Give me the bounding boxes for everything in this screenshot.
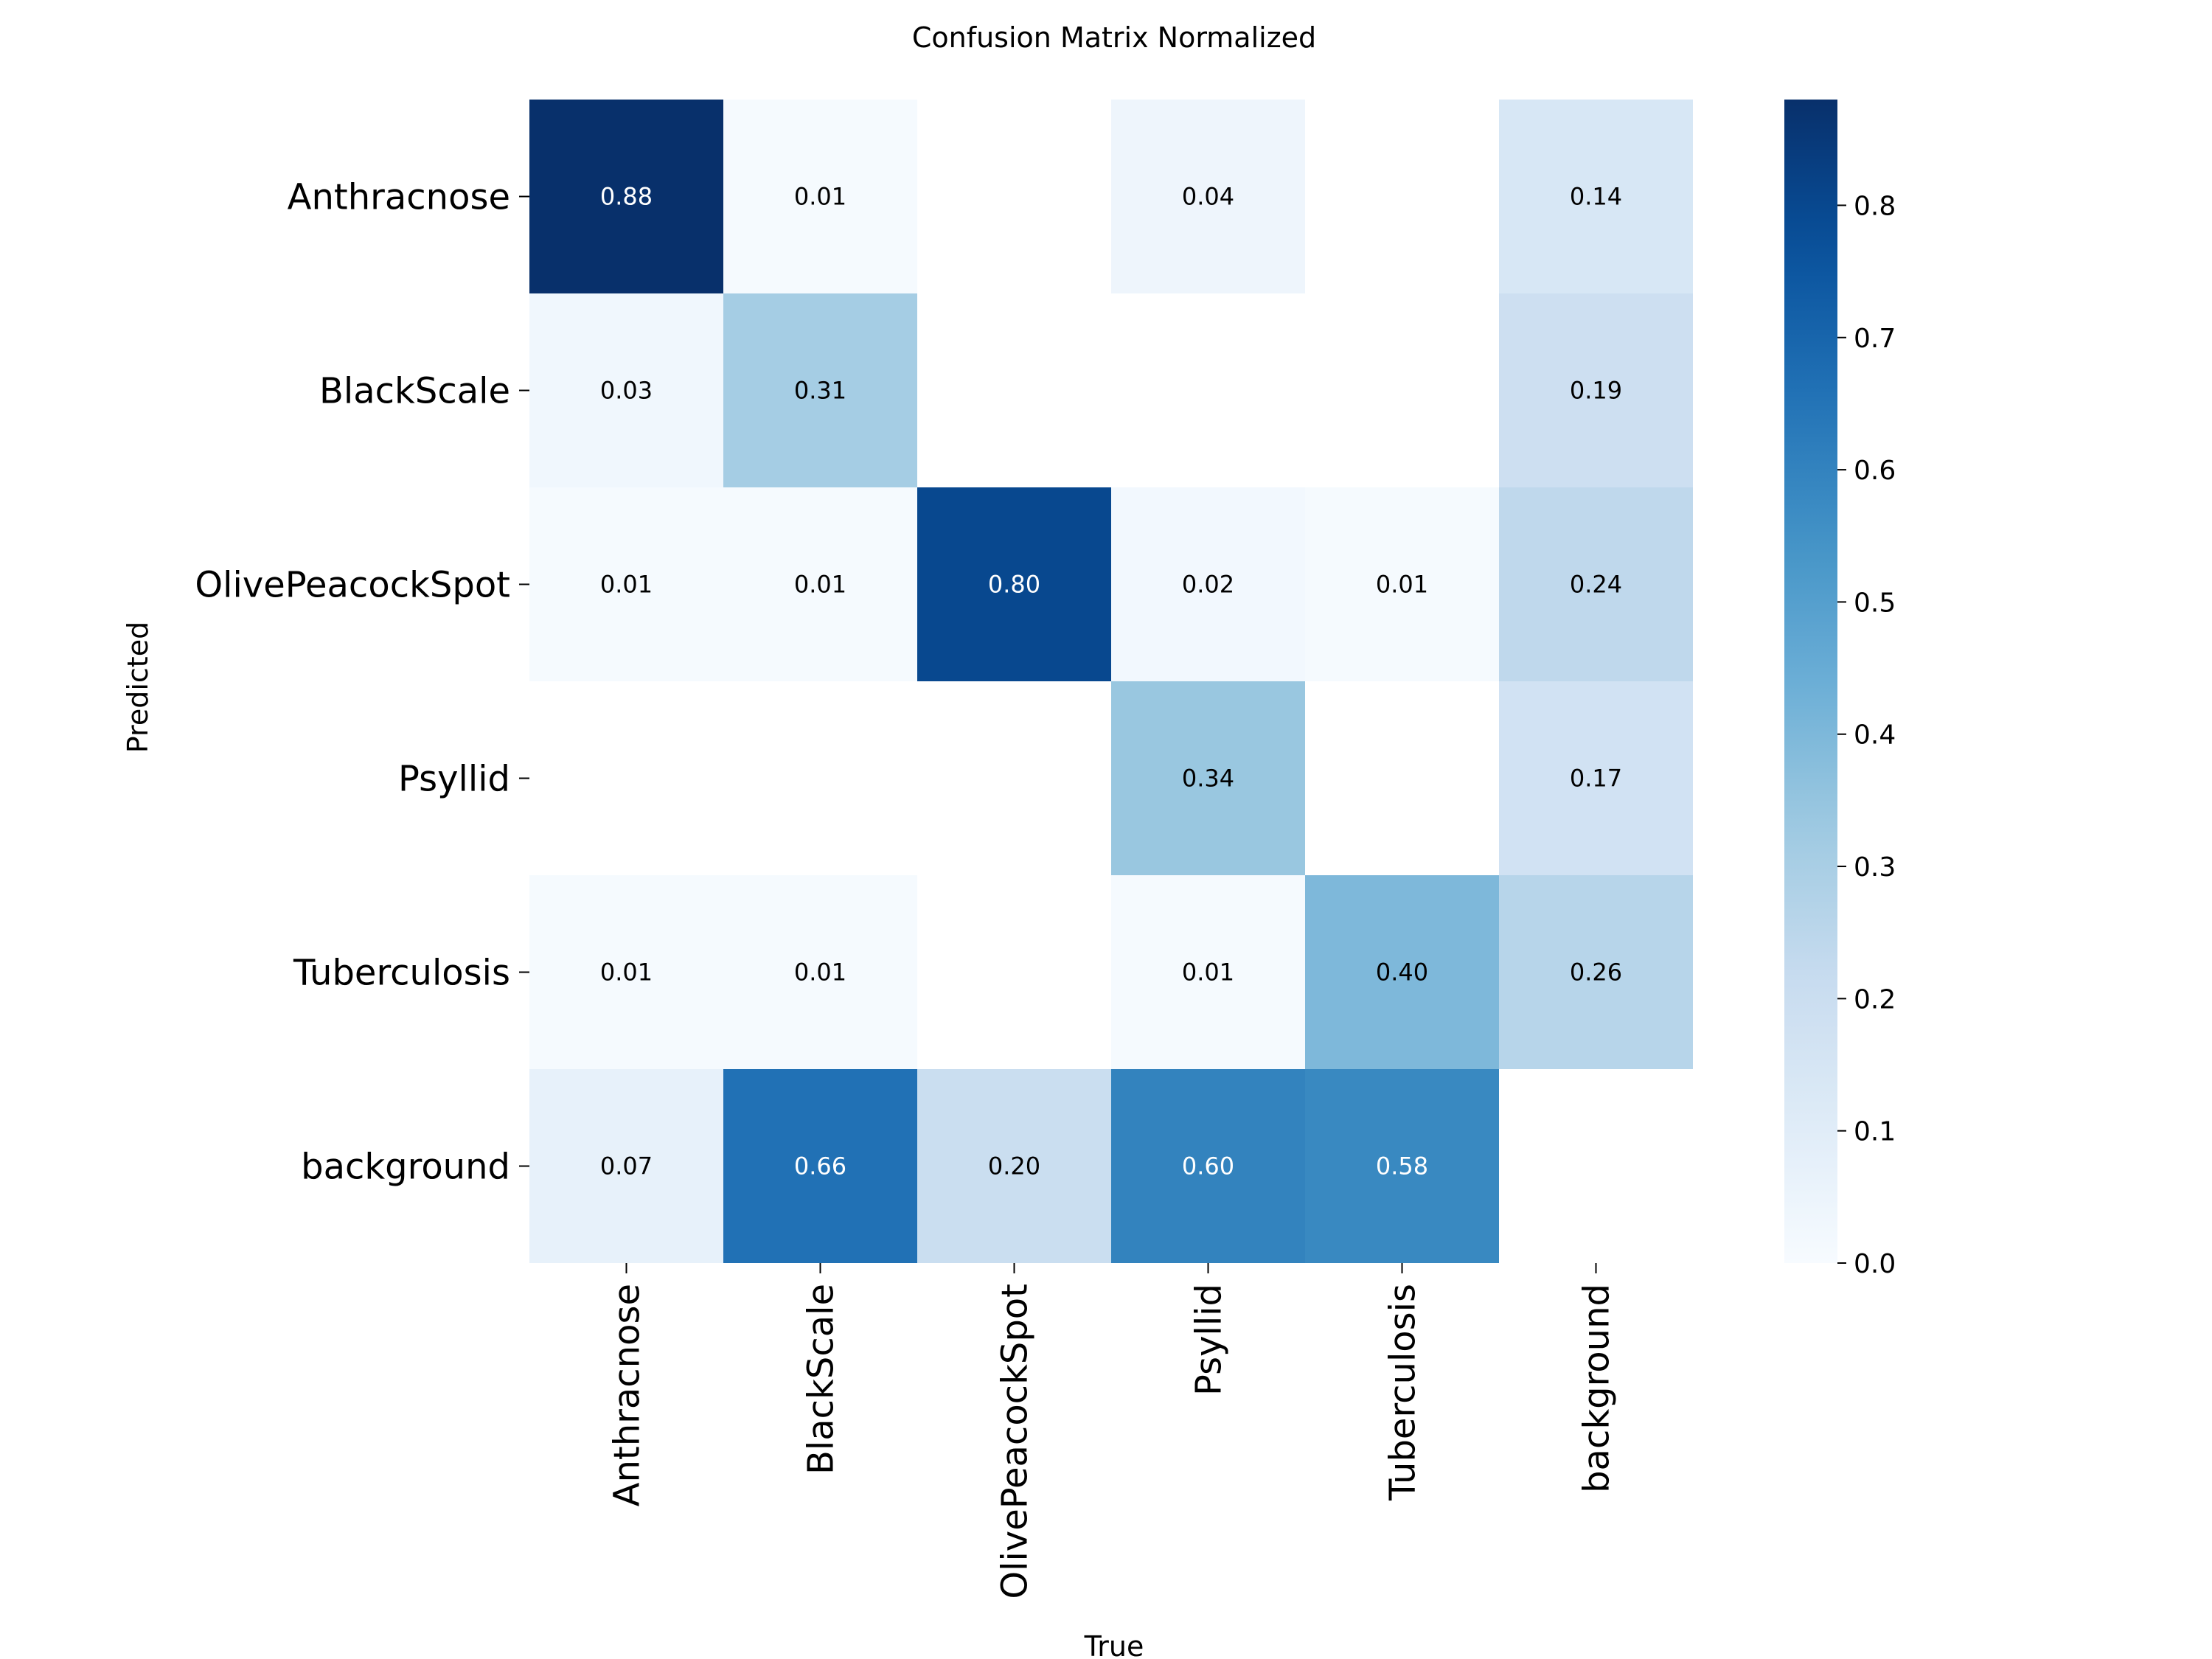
colorbar-tick-label: 0.3 <box>1854 852 1896 883</box>
y-tick-label-background: background <box>301 1147 510 1188</box>
cell-value-label: 0.17 <box>1570 765 1622 793</box>
cell-value-label: 0.19 <box>1570 377 1622 405</box>
cell-value-label: 0.04 <box>1182 183 1234 211</box>
y-axis-label: Predicted <box>122 622 154 753</box>
x-tick-label-anthracnose: Anthracnose <box>607 1284 648 1506</box>
heatmap-cell <box>1111 875 1305 1069</box>
heatmap-cell <box>529 487 723 681</box>
heatmap-cell <box>1111 487 1305 681</box>
cell-value-label: 0.66 <box>794 1152 846 1180</box>
heatmap-cell <box>1499 293 1693 487</box>
heatmap-cell <box>917 1069 1111 1263</box>
heatmap-cell <box>723 487 917 681</box>
x-axis-label: True <box>1084 1630 1144 1659</box>
cell-value-label: 0.01 <box>600 571 653 599</box>
y-tick-label-blackscale: BlackScale <box>319 371 510 412</box>
colorbar-gradient <box>1784 100 1837 1263</box>
cell-value-label: 0.88 <box>600 183 653 211</box>
heatmap-cell <box>723 100 917 293</box>
cell-value-label: 0.01 <box>794 959 846 987</box>
heatmap-cell <box>723 293 917 487</box>
heatmap-cell <box>529 293 723 487</box>
cell-value-label: 0.14 <box>1570 183 1622 211</box>
y-axis-ticks: Anthracnose BlackScale OlivePeacockSpot Psy… <box>195 177 529 1188</box>
heatmap-cell <box>917 487 1111 681</box>
cell-value-label: 0.58 <box>1376 1152 1428 1180</box>
cell-value-label: 0.02 <box>1182 571 1234 599</box>
colorbar-tick-label: 0.7 <box>1854 324 1896 354</box>
colorbar-tick-label: 0.1 <box>1854 1117 1896 1147</box>
cell-value-label: 0.01 <box>794 571 846 599</box>
cell-value-label: 0.34 <box>1182 765 1234 793</box>
colorbar-tick-label: 0.0 <box>1854 1249 1896 1279</box>
cell-value-label: 0.01 <box>794 183 846 211</box>
y-tick-label-anthracnose: Anthracnose <box>288 177 510 218</box>
colorbar-tick-label: 0.8 <box>1854 191 1896 221</box>
heatmap-cell <box>723 875 917 1069</box>
y-tick-label-olivepeacockspot: OlivePeacockSpot <box>195 565 510 606</box>
colorbar-tick-label: 0.2 <box>1854 984 1896 1015</box>
heatmap-cell <box>723 1069 917 1263</box>
cell-value-label: 0.80 <box>988 571 1040 599</box>
colorbar-tick-label: 0.5 <box>1854 588 1896 618</box>
x-tick-label-blackscale: BlackScale <box>801 1284 842 1475</box>
x-tick-label-tuberculosis: Tuberculosis <box>1382 1284 1424 1501</box>
heatmap-cell <box>1499 681 1693 875</box>
heatmap-cell <box>529 1069 723 1263</box>
y-tick-label-psyllid: Psyllid <box>398 759 510 800</box>
colorbar-tick-label: 0.4 <box>1854 720 1896 751</box>
cell-value-label: 0.07 <box>600 1152 653 1180</box>
x-tick-label-background: background <box>1576 1284 1618 1493</box>
colorbar-tick-label: 0.6 <box>1854 456 1896 486</box>
heatmap-cell <box>1111 681 1305 875</box>
y-tick-label-tuberculosis: Tuberculosis <box>293 953 510 994</box>
cell-value-label: 0.01 <box>1376 571 1428 599</box>
cell-value-label: 0.01 <box>600 959 653 987</box>
x-tick-label-psyllid: Psyllid <box>1189 1284 1230 1396</box>
heatmap-cell <box>1499 487 1693 681</box>
x-axis-ticks: Anthracnose BlackScale OlivePeacockSpot Psy… <box>607 1263 1618 1599</box>
heatmap-cell <box>529 100 723 293</box>
heatmap-cell <box>1305 1069 1499 1263</box>
heatmap-cell <box>1111 100 1305 293</box>
cell-value-label: 0.03 <box>600 377 653 405</box>
heatmap-cell <box>1305 487 1499 681</box>
heatmap-cell <box>1499 875 1693 1069</box>
heatmap-cells: 0.88 0.01 0.04 0.14 0.03 0.31 0.19 0.01 0.01 0.80… <box>529 100 1693 1263</box>
heatmap-cell <box>1305 875 1499 1069</box>
cell-value-label: 0.20 <box>988 1152 1040 1180</box>
cell-value-label: 0.26 <box>1570 959 1622 987</box>
colorbar: 0.0 0.1 0.2 0.3 0.4 0.5 0.6 0.7 0.8 <box>1784 100 1896 1279</box>
cell-value-label: 0.31 <box>794 377 846 405</box>
cell-value-label: 0.40 <box>1376 959 1428 987</box>
heatmap-cell <box>529 875 723 1069</box>
cell-value-label: 0.01 <box>1182 959 1234 987</box>
cell-value-label: 0.24 <box>1570 571 1622 599</box>
cell-value-label: 0.60 <box>1182 1152 1234 1180</box>
x-tick-label-olivepeacockspot: OlivePeacockSpot <box>995 1284 1036 1599</box>
chart-title: Confusion Matrix Normalized <box>912 21 1316 54</box>
heatmap-cell <box>1499 100 1693 293</box>
heatmap-cell <box>1111 1069 1305 1263</box>
